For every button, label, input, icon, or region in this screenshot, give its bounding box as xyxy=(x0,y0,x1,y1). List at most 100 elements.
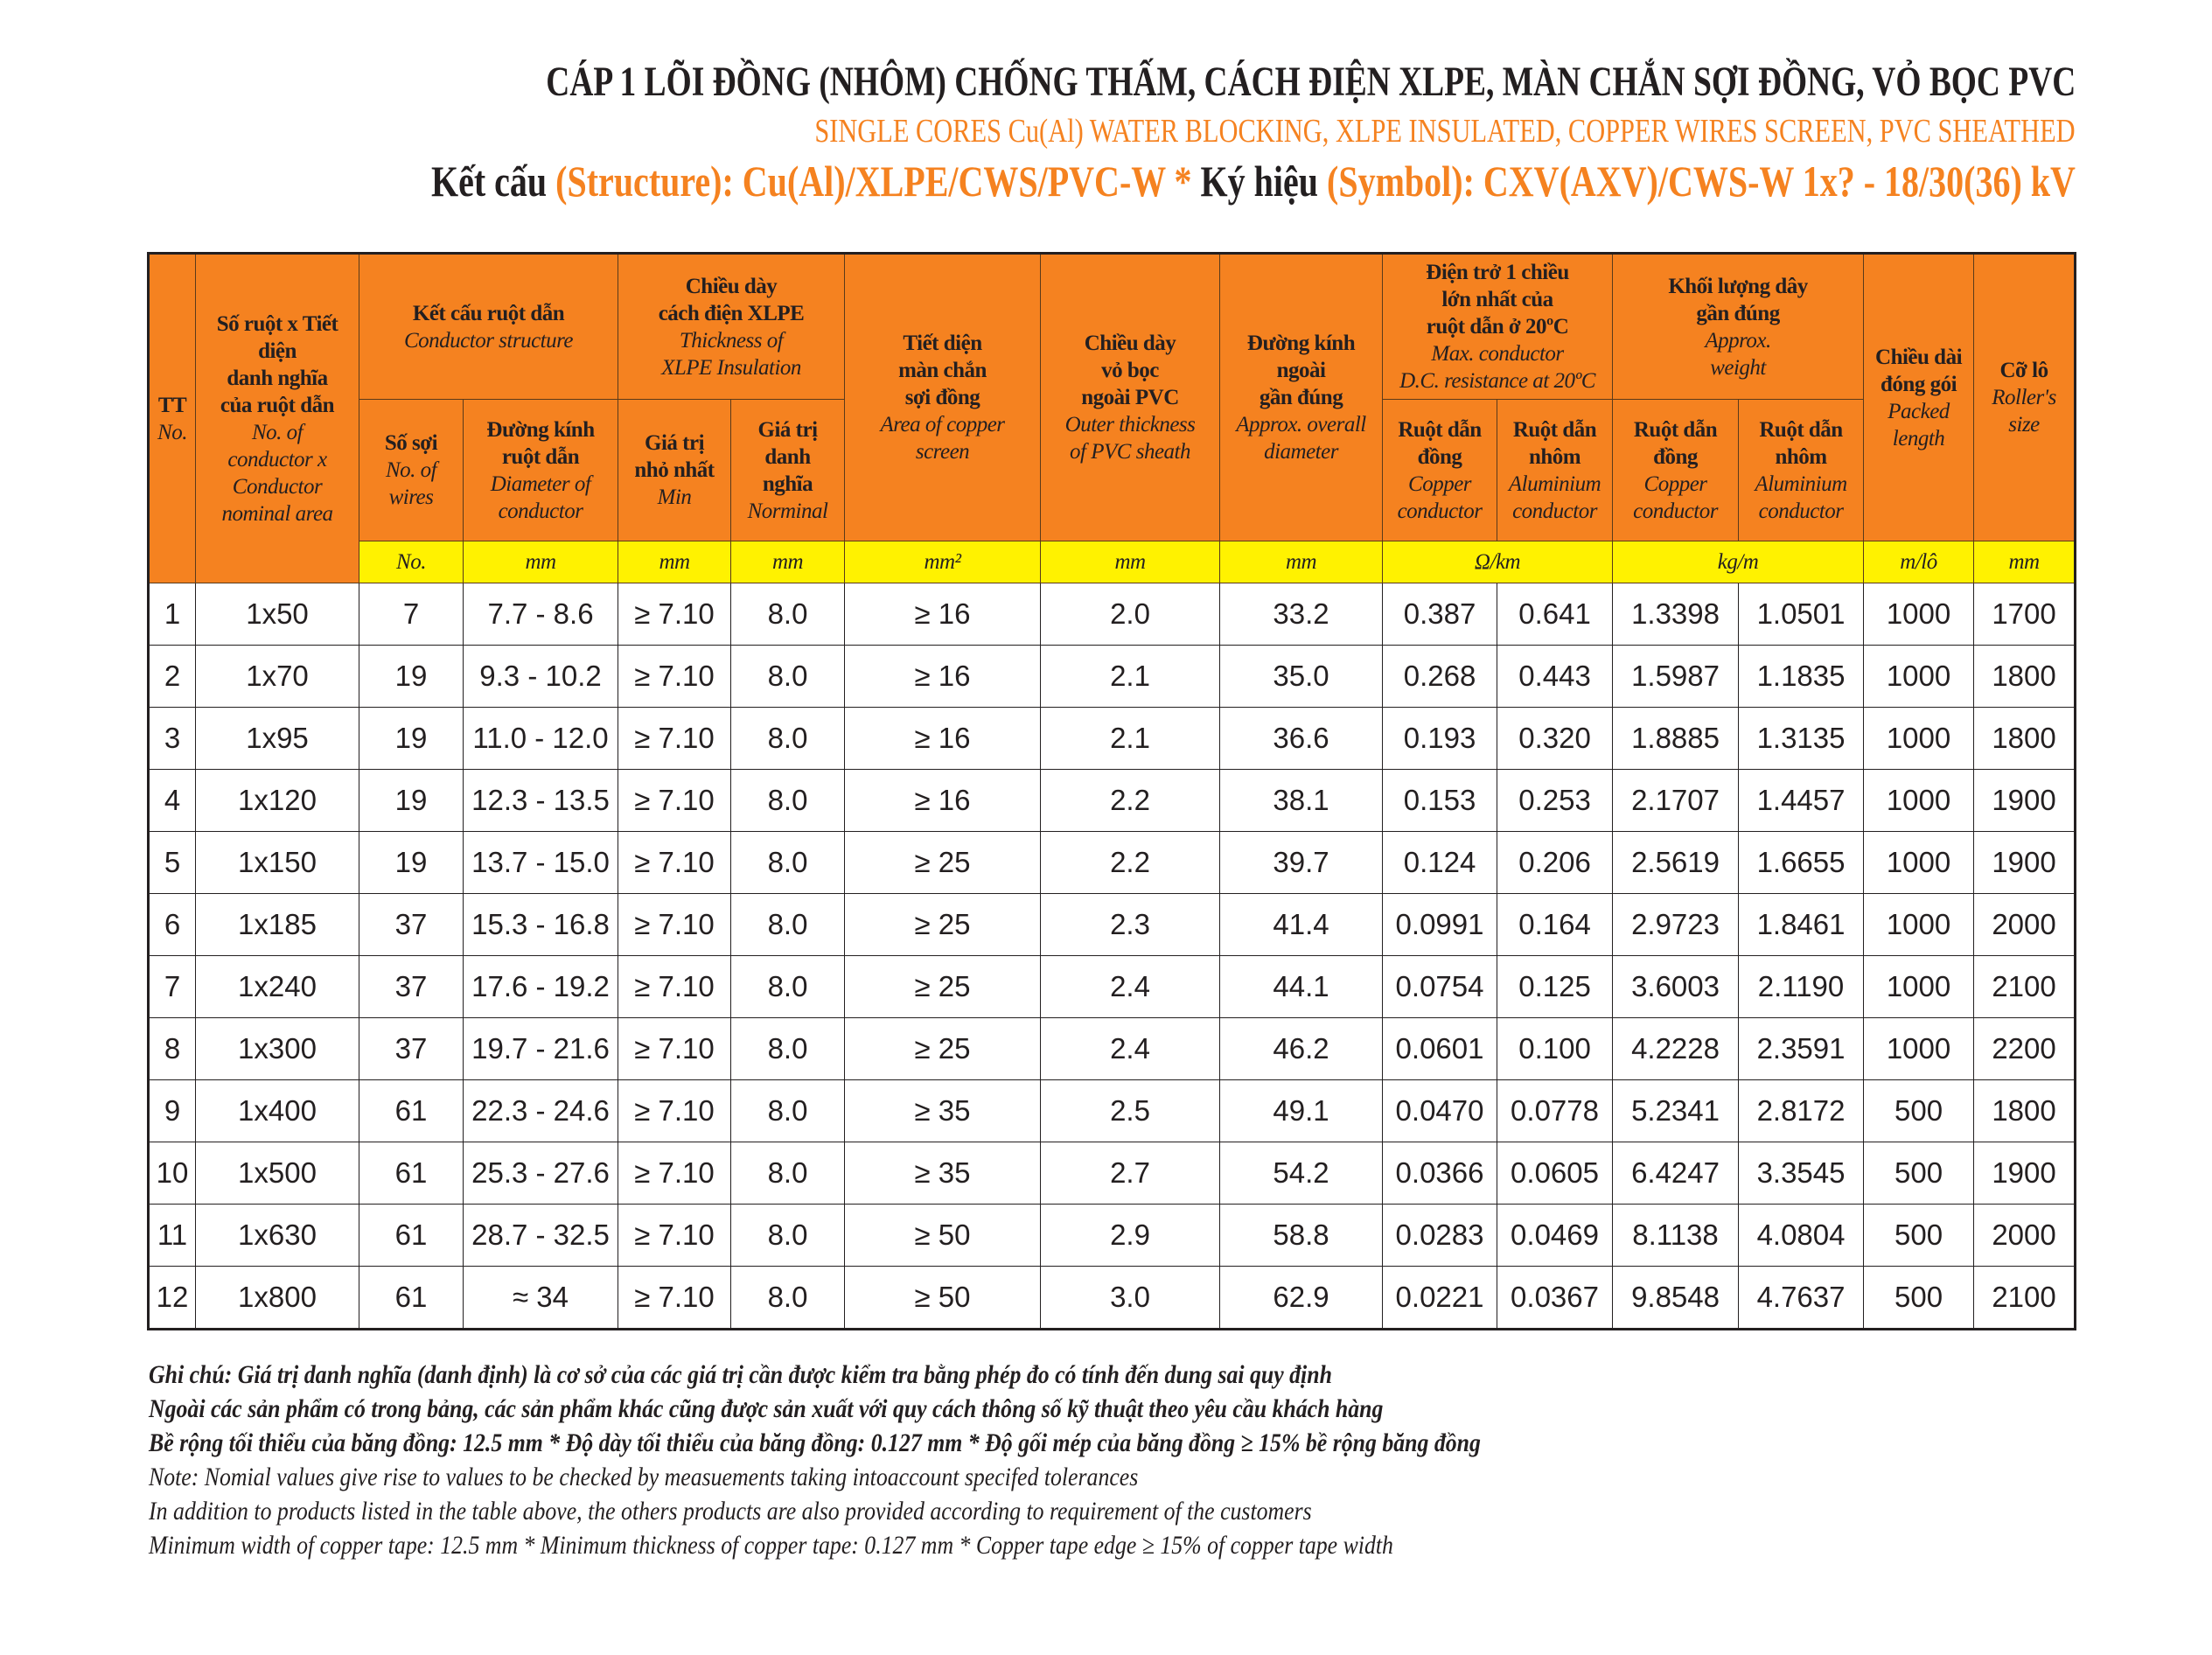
table-cell: 2.1 xyxy=(1040,645,1221,708)
table-cell: 37 xyxy=(359,893,464,956)
table-cell: 8.0 xyxy=(730,645,846,708)
table-cell: 2 xyxy=(148,645,196,708)
table-row: 2 1x70 19 9.3 - 10.2 ≥ 7.10 8.0 ≥ 16 2.1 35.0 0.2… xyxy=(148,645,2076,708)
table-cell: ≥ 25 xyxy=(844,893,1042,956)
table-cell: 12.3 - 13.5 xyxy=(462,769,619,832)
header-overall-diameter: Đường kính ngoài gần đúng Approx. overall… xyxy=(1219,253,1384,541)
table-cell: 8.0 xyxy=(730,1079,846,1142)
note-line: Note: Nomial values give rise to values … xyxy=(149,1463,1139,1491)
title-english: SINGLE CORES Cu(Al) WATER BLOCKING, XLPE… xyxy=(814,113,2076,150)
table-cell: 8.0 xyxy=(730,1266,846,1330)
table-cell: 6 xyxy=(148,893,196,956)
table-cell: 9.8548 xyxy=(1612,1266,1740,1330)
table-cell: ≥ 16 xyxy=(844,707,1042,770)
unit: mm² xyxy=(844,541,1042,583)
table-cell: 1000 xyxy=(1863,893,1975,956)
table-row: 8 1x300 37 19.7 - 21.6 ≥ 7.10 8.0 ≥ 25 2.4 46.2 0… xyxy=(148,1017,2076,1080)
table-cell: 15.3 - 16.8 xyxy=(462,893,619,956)
table-cell: 2.3 xyxy=(1040,893,1221,956)
unit: mm xyxy=(1040,541,1221,583)
table-cell: 9.3 - 10.2 xyxy=(462,645,619,708)
table-cell: 0.164 xyxy=(1497,893,1614,956)
table-cell: 2.8172 xyxy=(1738,1079,1865,1142)
table-cell: 9 xyxy=(148,1079,196,1142)
table-cell: 7 xyxy=(148,955,196,1018)
table-cell: ≥ 50 xyxy=(844,1204,1042,1267)
table-cell: ≥ 50 xyxy=(844,1266,1042,1330)
structure-symbol-line: Kết cấu (Structure): Cu(Al)/XLPE/CWS/PVC… xyxy=(431,156,2076,206)
table-cell: 2.2 xyxy=(1040,769,1221,832)
unit: Ω/km xyxy=(1382,541,1614,583)
structure-label: Kết cấu xyxy=(431,157,556,206)
table-cell: 0.253 xyxy=(1497,769,1614,832)
table-cell: 1x630 xyxy=(195,1204,359,1267)
table-cell: 8.0 xyxy=(730,707,846,770)
table-cell: 2200 xyxy=(1973,1017,2076,1080)
table-cell: 1.4457 xyxy=(1738,769,1865,832)
table-cell: 2000 xyxy=(1973,893,2076,956)
table-cell: 1.8885 xyxy=(1612,707,1740,770)
table-cell: 0.0778 xyxy=(1497,1079,1614,1142)
table-cell: 8 xyxy=(148,1017,196,1080)
table-cell: ≥ 7.10 xyxy=(618,583,732,646)
table-cell: 2.1190 xyxy=(1738,955,1865,1018)
table-cell: ≥ 7.10 xyxy=(618,1266,732,1330)
table-cell: 1800 xyxy=(1973,1079,2076,1142)
table-cell: 54.2 xyxy=(1219,1142,1384,1205)
header-wires: Số sợi No. of wires xyxy=(359,399,464,541)
table-cell: 500 xyxy=(1863,1266,1975,1330)
header-res-aluminium: Ruột dẫn nhôm Aluminium conductor xyxy=(1497,399,1614,541)
table-cell: 19 xyxy=(359,707,464,770)
header-weight-aluminium: Ruột dẫn nhôm Aluminium conductor xyxy=(1738,399,1865,541)
header-roller-size: Cỡ lô Roller's size xyxy=(1973,253,2076,541)
table-cell: 8.0 xyxy=(730,1017,846,1080)
header-weight: Khối lượng dây gần đúng Approx. weight xyxy=(1612,253,1865,400)
table-cell: 1000 xyxy=(1863,831,1975,894)
table-cell: 33.2 xyxy=(1219,583,1384,646)
table-cell: 2.3591 xyxy=(1738,1017,1865,1080)
cable-spec-table: TT No. Số ruột x Tiết diện danh nghĩa của… xyxy=(147,252,2077,1330)
table-cell: ≥ 25 xyxy=(844,831,1042,894)
table-cell: 1000 xyxy=(1863,955,1975,1018)
table-cell: 1800 xyxy=(1973,707,2076,770)
table-cell: 1x800 xyxy=(195,1266,359,1330)
table-cell: 19 xyxy=(359,769,464,832)
table-cell: 1x95 xyxy=(195,707,359,770)
table-cell: 36.6 xyxy=(1219,707,1384,770)
table-cell: 1x50 xyxy=(195,583,359,646)
table-row: 3 1x95 19 11.0 - 12.0 ≥ 7.10 8.0 ≥ 16 2.1 36.6 0.… xyxy=(148,707,2076,770)
table-cell: 0.320 xyxy=(1497,707,1614,770)
table-cell: 0.0367 xyxy=(1497,1266,1614,1330)
table-cell: 2.1707 xyxy=(1612,769,1740,832)
table-row: 9 1x400 61 22.3 - 24.6 ≥ 7.10 8.0 ≥ 35 2.5 49.1 0… xyxy=(148,1079,2076,1142)
table-cell: 49.1 xyxy=(1219,1079,1384,1142)
table-cell: 3.3545 xyxy=(1738,1142,1865,1205)
table-cell: 62.9 xyxy=(1219,1266,1384,1330)
table-cell: 1 xyxy=(148,583,196,646)
notes: Ghi chú: Giá trị danh nghĩa (danh định) … xyxy=(149,1358,1481,1562)
table-cell: 11 xyxy=(148,1204,196,1267)
table-cell: ≥ 7.10 xyxy=(618,1142,732,1205)
note-line: In addition to products listed in the ta… xyxy=(149,1497,1312,1526)
table-cell: 0.0991 xyxy=(1382,893,1498,956)
table-cell: 1.5987 xyxy=(1612,645,1740,708)
table-cell: 1000 xyxy=(1863,707,1975,770)
table-cell: ≥ 16 xyxy=(844,583,1042,646)
table-cell: 8.0 xyxy=(730,583,846,646)
header-tt: TT No. xyxy=(148,253,196,583)
table-cell: ≥ 16 xyxy=(844,645,1042,708)
table-cell: 3.6003 xyxy=(1612,955,1740,1018)
header-min: Giá trị nhỏ nhất Min xyxy=(618,399,732,541)
header-sheath-thickness: Chiều dày vỏ bọc ngoài PVC Outer thicknes… xyxy=(1040,253,1221,541)
table-cell: 25.3 - 27.6 xyxy=(462,1142,619,1205)
table-cell: 1x70 xyxy=(195,645,359,708)
table-cell: 1x185 xyxy=(195,893,359,956)
table-cell: 2.4 xyxy=(1040,1017,1221,1080)
table-cell: ≥ 16 xyxy=(844,769,1042,832)
table-cell: ≥ 25 xyxy=(844,1017,1042,1080)
table-cell: 0.0470 xyxy=(1382,1079,1498,1142)
unit: No. xyxy=(359,541,464,583)
table-cell: 19 xyxy=(359,645,464,708)
table-cell: 8.0 xyxy=(730,1204,846,1267)
table-cell: ≥ 7.10 xyxy=(618,645,732,708)
